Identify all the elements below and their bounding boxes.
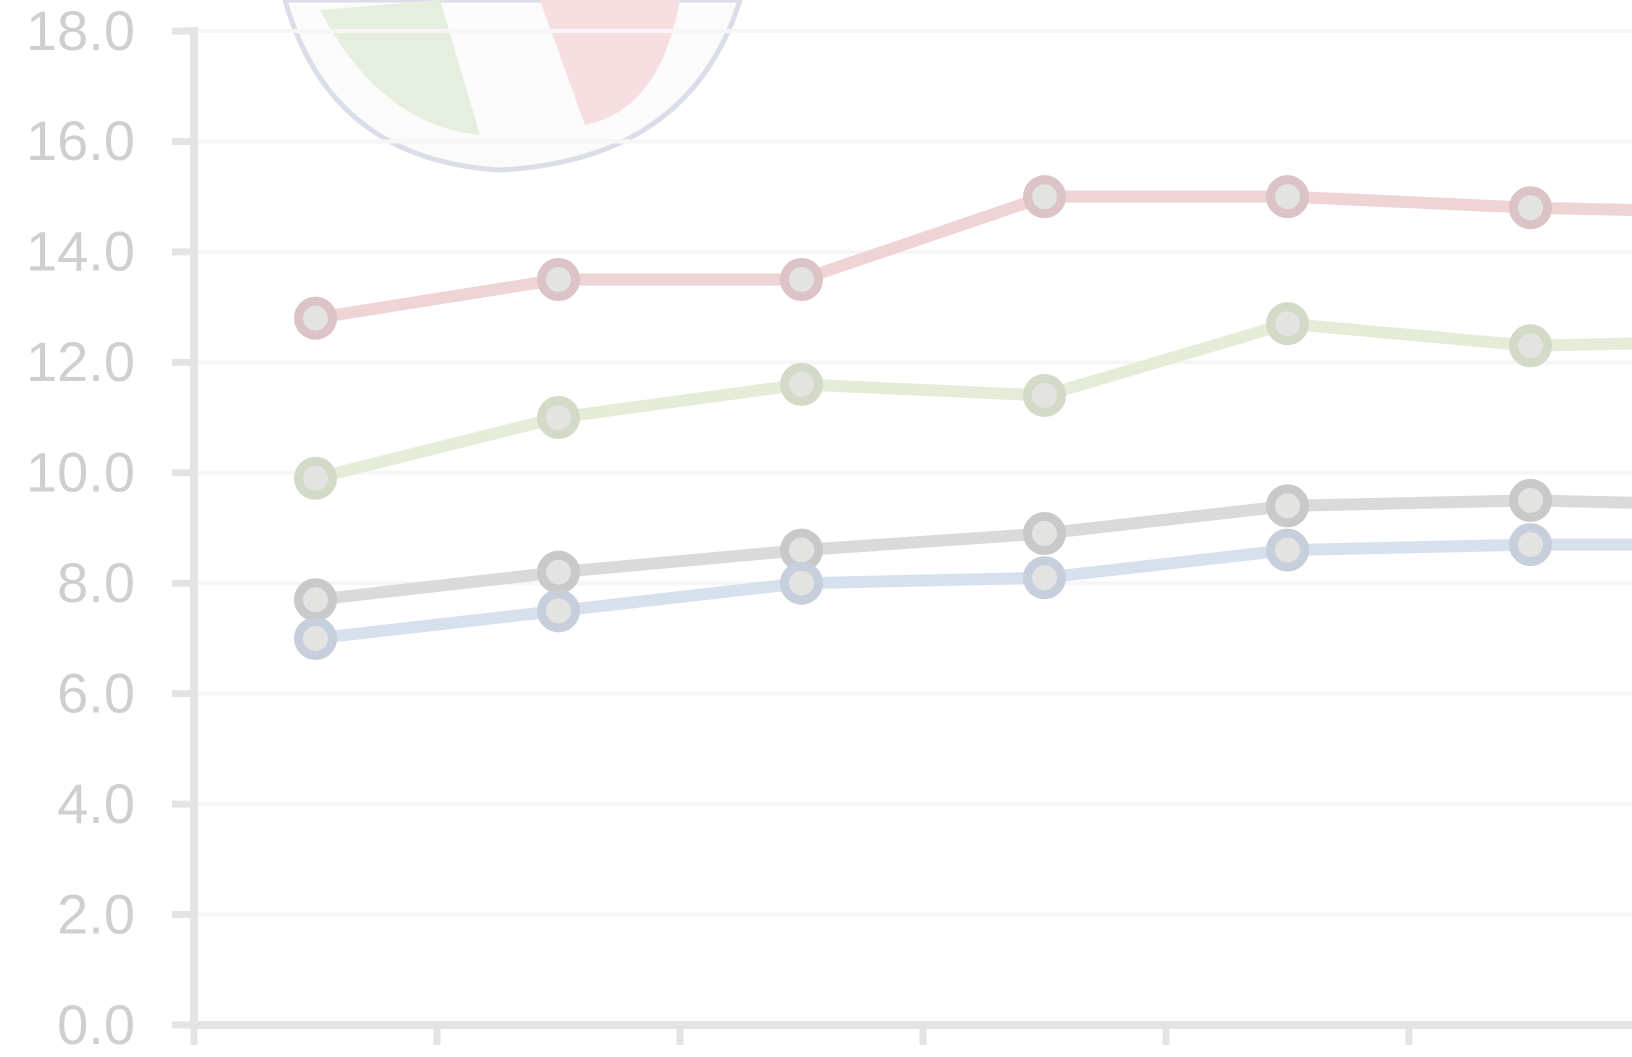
point-marker bbox=[1509, 478, 1552, 522]
point-marker bbox=[1023, 373, 1066, 417]
point-marker bbox=[294, 578, 337, 622]
point-marker bbox=[780, 258, 823, 301]
y-tick-label: 14.0 bbox=[26, 220, 135, 283]
point-marker bbox=[1266, 175, 1309, 219]
point-marker bbox=[1509, 324, 1552, 368]
point-marker bbox=[294, 616, 337, 660]
point-marker bbox=[537, 396, 580, 440]
series-line bbox=[314, 538, 1632, 645]
point-marker bbox=[780, 561, 823, 605]
point-marker bbox=[1509, 186, 1552, 230]
point-marker bbox=[537, 550, 580, 594]
point-marker bbox=[294, 296, 337, 340]
y-tick-label: 6.0 bbox=[57, 661, 135, 724]
point-marker bbox=[780, 362, 823, 406]
point-marker bbox=[294, 456, 337, 500]
point-marker bbox=[1509, 523, 1552, 567]
y-tick-label: 8.0 bbox=[57, 551, 135, 614]
point-marker bbox=[1023, 512, 1066, 556]
watermark-logo bbox=[282, 0, 743, 173]
point-marker bbox=[537, 258, 580, 301]
series-line bbox=[314, 190, 1632, 325]
y-tick-label: 2.0 bbox=[57, 882, 135, 945]
y-tick-label: 0.0 bbox=[57, 993, 135, 1056]
point-marker bbox=[1266, 302, 1309, 346]
y-tick-label: 12.0 bbox=[26, 330, 135, 393]
point-marker bbox=[1266, 484, 1309, 528]
point-marker bbox=[1023, 556, 1066, 600]
y-tick-label: 10.0 bbox=[26, 441, 135, 504]
y-tick-label: 4.0 bbox=[57, 772, 135, 835]
point-marker bbox=[1023, 175, 1066, 219]
point-marker bbox=[537, 589, 580, 633]
point-marker bbox=[1266, 528, 1309, 572]
y-tick-label: 18.0 bbox=[26, 0, 135, 62]
series-line bbox=[314, 317, 1632, 485]
y-tick-label: 16.0 bbox=[26, 109, 135, 172]
